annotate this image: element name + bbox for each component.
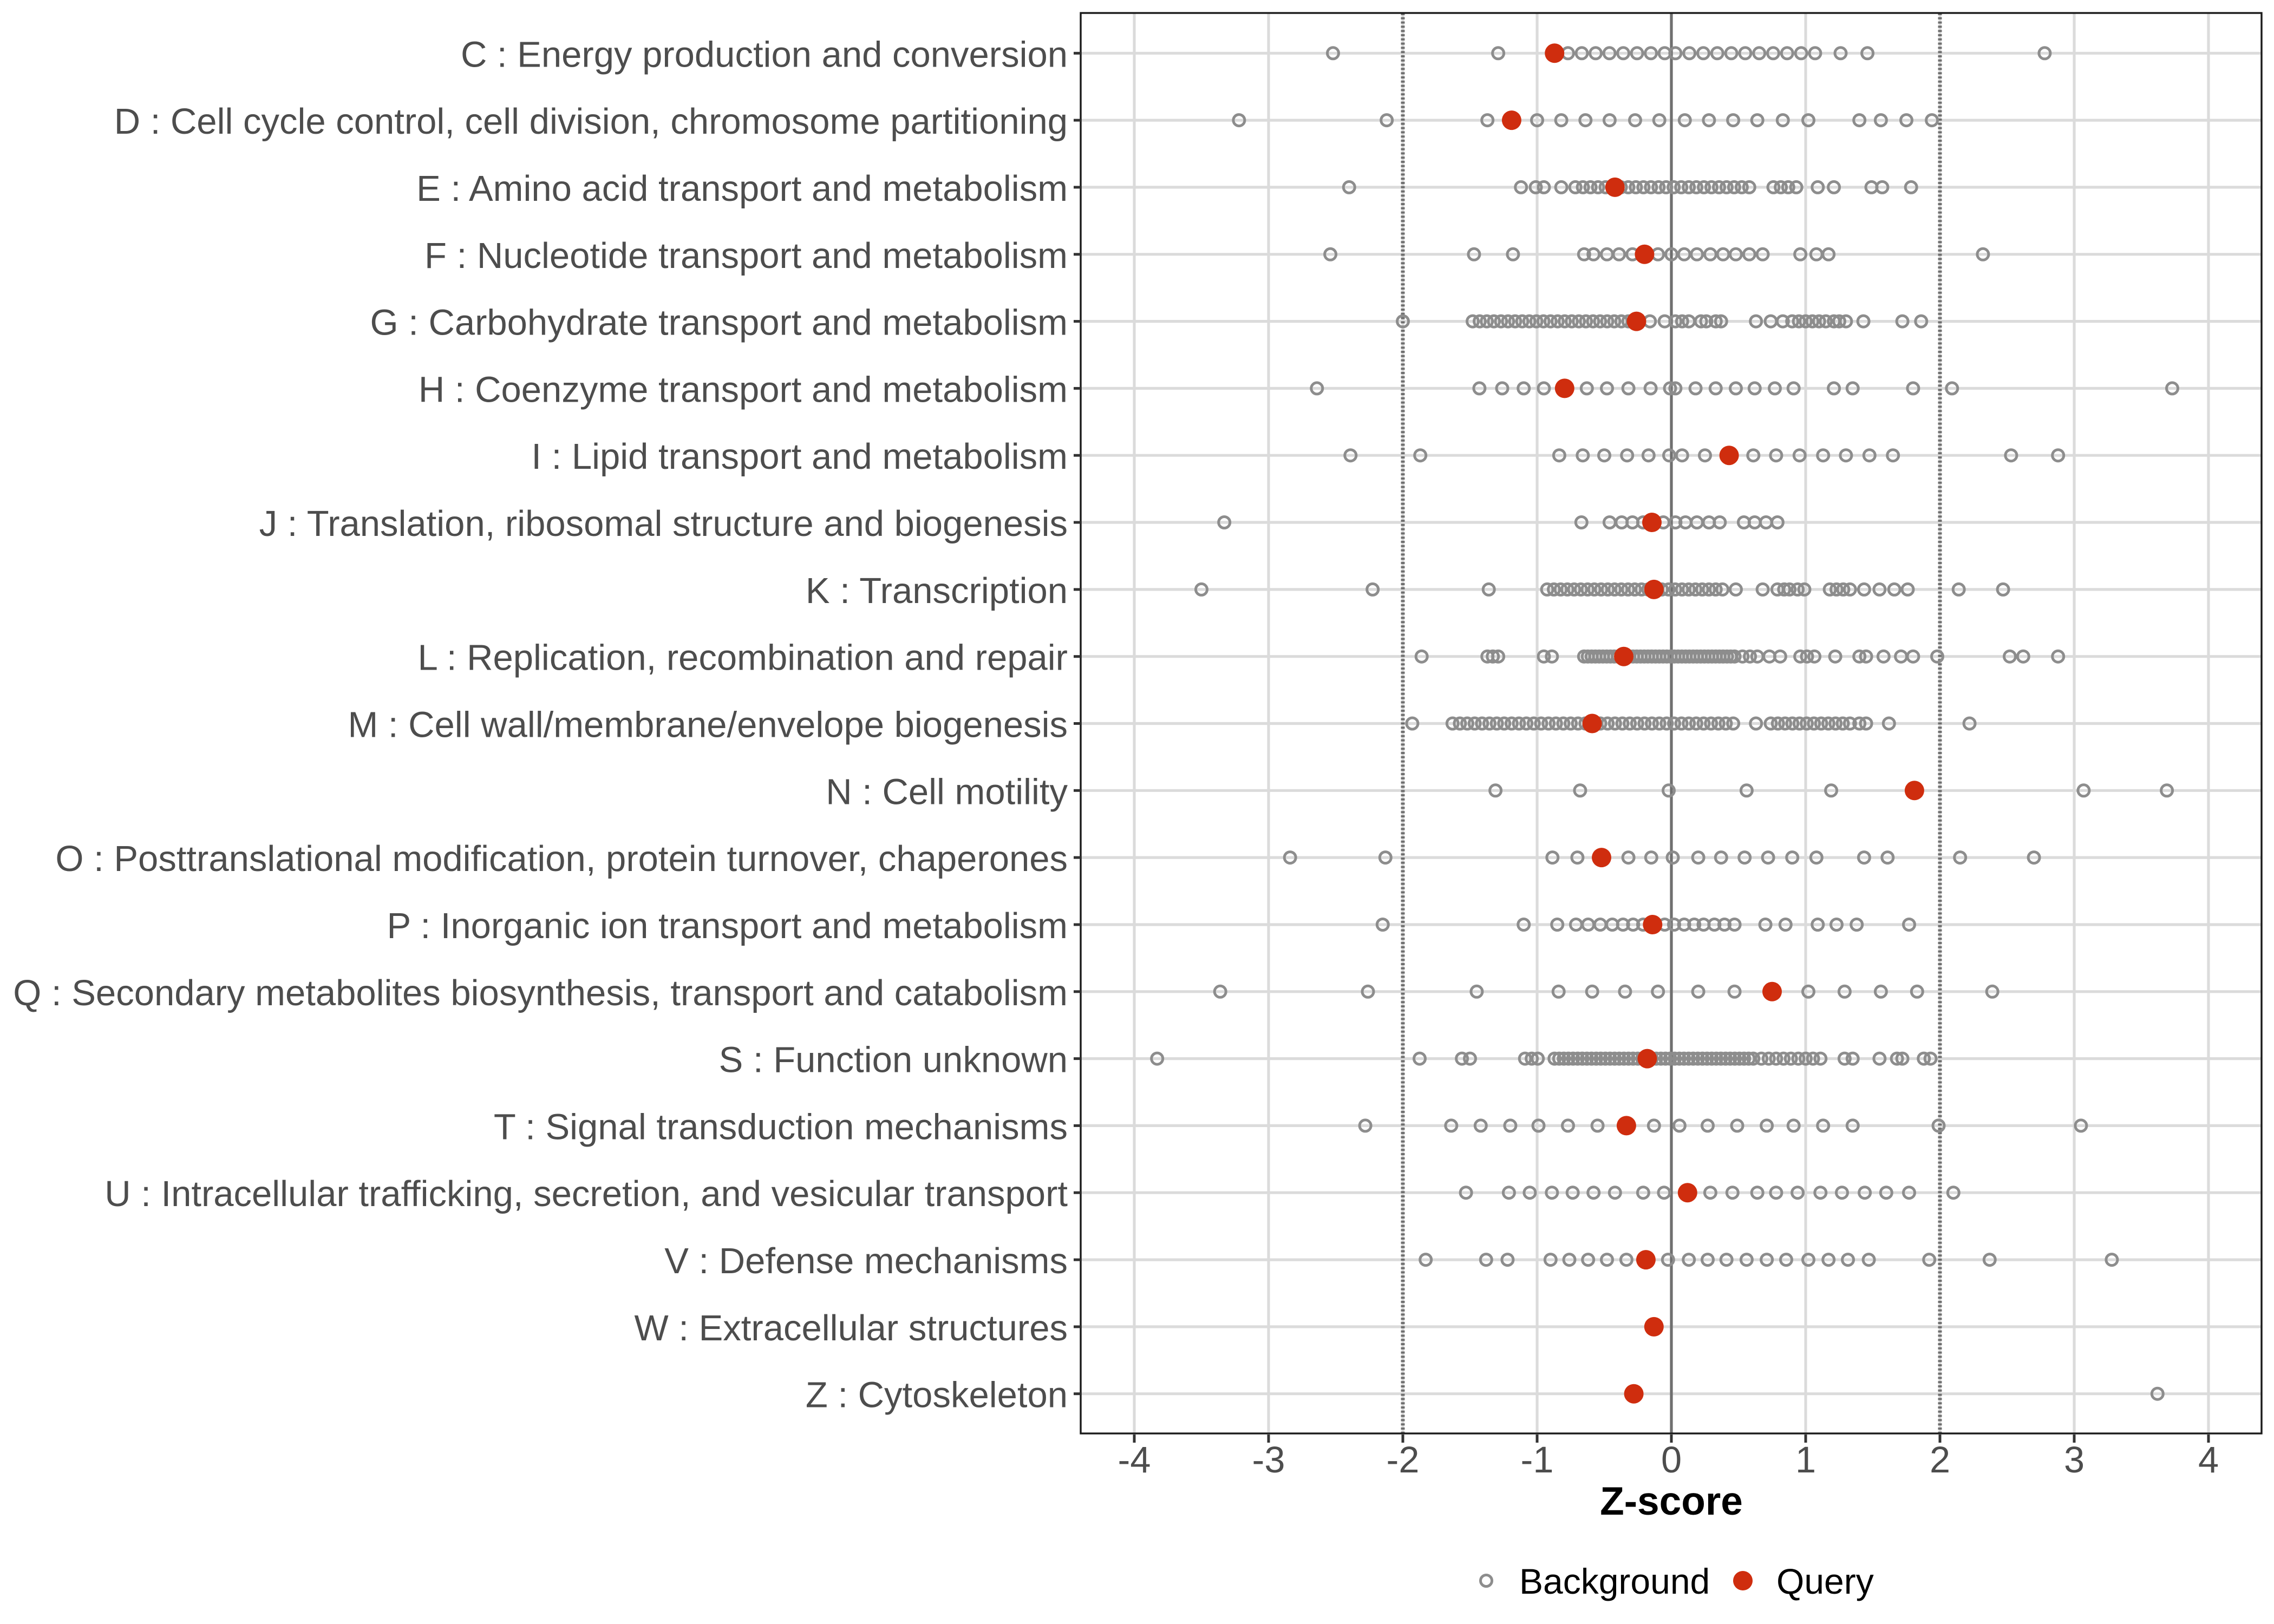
svg-text:2: 2 — [1930, 1439, 1950, 1481]
svg-text:3: 3 — [2064, 1439, 2084, 1481]
svg-text:W : Extracellular structures: W : Extracellular structures — [635, 1308, 1068, 1348]
svg-text:-1: -1 — [1521, 1439, 1554, 1481]
svg-text:4: 4 — [2198, 1439, 2219, 1481]
svg-text:C : Energy production and conv: C : Energy production and conversion — [461, 34, 1068, 75]
svg-text:E : Amino acid transport and m: E : Amino acid transport and metabolism — [416, 168, 1068, 209]
svg-text:T : Signal transduction mechan: T : Signal transduction mechanisms — [494, 1106, 1068, 1147]
svg-text:-4: -4 — [1118, 1439, 1151, 1481]
svg-text:D : Cell cycle control, cell d: D : Cell cycle control, cell division, c… — [114, 101, 1068, 142]
svg-text:Z : Cytoskeleton: Z : Cytoskeleton — [806, 1375, 1068, 1416]
svg-text:Q : Secondary metabolites bios: Q : Secondary metabolites biosynthesis, … — [13, 973, 1068, 1013]
svg-text:-2: -2 — [1387, 1439, 1420, 1481]
svg-text:F : Nucleotide transport and m: F : Nucleotide transport and metabolism — [424, 235, 1068, 276]
svg-text:1: 1 — [1795, 1439, 1816, 1481]
svg-text:U : Intracellular trafficking,: U : Intracellular trafficking, secretion… — [104, 1174, 1068, 1214]
svg-text:P : Inorganic ion transport an: P : Inorganic ion transport and metaboli… — [387, 906, 1068, 946]
svg-text:K : Transcription: K : Transcription — [806, 571, 1068, 611]
svg-text:I : Lipid transport and metabo: I : Lipid transport and metabolism — [531, 436, 1068, 477]
svg-text:O : Posttranslational modifica: O : Posttranslational modification, prot… — [55, 839, 1068, 879]
svg-text:G : Carbohydrate transport and: G : Carbohydrate transport and metabolis… — [370, 303, 1068, 343]
svg-text:Query: Query — [1776, 1561, 1874, 1601]
svg-text:M : Cell wall/membrane/envelop: M : Cell wall/membrane/envelope biogenes… — [348, 705, 1068, 745]
svg-text:Z-score: Z-score — [1600, 1479, 1743, 1523]
svg-text:J : Translation, ribosomal str: J : Translation, ribosomal structure and… — [259, 503, 1068, 544]
svg-text:N : Cell motility: N : Cell motility — [826, 771, 1068, 812]
svg-text:H : Coenzyme transport and met: H : Coenzyme transport and metabolism — [419, 369, 1068, 410]
svg-text:0: 0 — [1661, 1439, 1682, 1481]
svg-text:V : Defense mechanisms: V : Defense mechanisms — [664, 1241, 1068, 1281]
svg-text:S : Function unknown: S : Function unknown — [719, 1040, 1068, 1081]
svg-text:-3: -3 — [1252, 1439, 1285, 1481]
svg-text:L : Replication, recombination: L : Replication, recombination and repai… — [418, 638, 1068, 678]
svg-text:Background: Background — [1519, 1561, 1710, 1601]
